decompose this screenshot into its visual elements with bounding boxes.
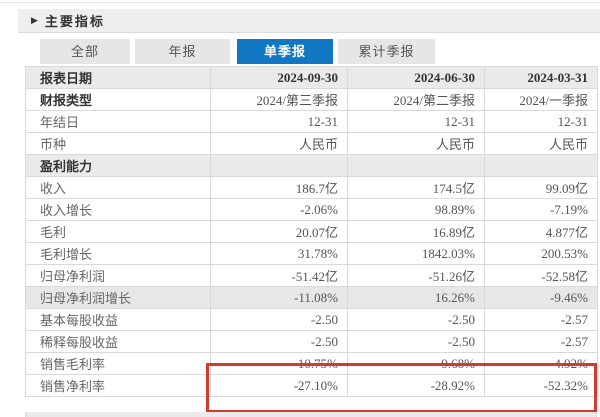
- cell-value: 4.877亿: [484, 220, 598, 243]
- row-label: 收入增长: [25, 198, 211, 221]
- cell-value: -2.50: [210, 330, 348, 353]
- cell-value: -2.50: [210, 308, 348, 331]
- cell-value: 31.78%: [210, 242, 348, 265]
- row-label: 销售毛利率: [25, 352, 211, 375]
- row-label: 收入: [25, 176, 211, 199]
- table-row[interactable]: 销售净利率 -27.10% -28.92% -52.32%: [25, 374, 598, 397]
- cell-value: -9.46%: [484, 286, 598, 309]
- cell-value: -2.57: [484, 308, 598, 331]
- table-row[interactable]: 毛利增长 31.78% 1842.03% 200.53%: [25, 242, 598, 265]
- indicators-table-body: 报表日期 2024-09-30 2024-06-30 2024-03-31 财报类型 20…: [25, 66, 598, 397]
- cell-value: 10.75%: [210, 352, 348, 375]
- row-label: 年结日: [25, 110, 211, 133]
- row-label: 归母净利润增长: [25, 286, 211, 309]
- cell-value: 2024-06-30: [347, 66, 485, 89]
- cell-value: -51.42亿: [210, 264, 348, 287]
- cell-value: -11.08%: [210, 286, 348, 309]
- cell-value: 4.92%: [484, 352, 598, 375]
- table-row[interactable]: 收入增长 -2.06% 98.89% -7.19%: [25, 198, 598, 221]
- table-row[interactable]: 归母净利润增长 -11.08% 16.26% -9.46%: [25, 286, 598, 309]
- tab-4[interactable]: 累计季报: [338, 39, 435, 64]
- table-row[interactable]: 盈利能力: [25, 154, 598, 177]
- cell-value: 20.07亿: [210, 220, 348, 243]
- row-label: 财报类型: [25, 88, 211, 111]
- table-row[interactable]: 毛利 20.07亿 16.89亿 4.877亿: [25, 220, 598, 243]
- cell-value: 16.26%: [347, 286, 485, 309]
- row-label: 稀释每股收益: [25, 330, 211, 353]
- cell-value: -52.32%: [484, 374, 598, 397]
- cell-value: 12-31: [484, 110, 598, 133]
- cell-value: -28.92%: [347, 374, 485, 397]
- next-section-row-partial: [25, 412, 597, 417]
- row-label: 毛利增长: [25, 242, 211, 265]
- row-label: 销售净利率: [25, 374, 211, 397]
- cell-value: -52.58亿: [484, 264, 598, 287]
- cell-value: 人民币: [210, 132, 348, 155]
- cell-value: 2024/一季报: [484, 88, 598, 111]
- cell-value: 12-31: [347, 110, 485, 133]
- cell-value: -27.10%: [210, 374, 348, 397]
- cell-value: -51.26亿: [347, 264, 485, 287]
- row-label: 盈利能力: [25, 154, 211, 177]
- row-label: 基本每股收益: [25, 308, 211, 331]
- cell-value: -2.57: [484, 330, 598, 353]
- table-row[interactable]: 基本每股收益 -2.50 -2.50 -2.57: [25, 308, 598, 331]
- top-divider: [0, 2, 600, 3]
- cell-value: 99.09亿: [484, 176, 598, 199]
- cell-value: 2024/第二季报: [347, 88, 485, 111]
- report-type-tabs: 全部 年报 单季报 累计季报: [40, 39, 435, 64]
- cell-value: -2.06%: [210, 198, 348, 221]
- cell-value: 人民币: [347, 132, 485, 155]
- cell-value: -2.50: [347, 308, 485, 331]
- tab-3[interactable]: 单季报: [237, 39, 333, 64]
- cell-value: [347, 154, 485, 177]
- cell-value: -2.50: [347, 330, 485, 353]
- row-label: 报表日期: [25, 66, 211, 89]
- cell-value: 2024-09-30: [210, 66, 348, 89]
- row-label: 毛利: [25, 220, 211, 243]
- cell-value: 12-31: [210, 110, 348, 133]
- indicators-table: 报表日期 2024-09-30 2024-06-30 2024-03-31 财报类型 20…: [25, 66, 598, 397]
- page-title: 主要指标: [44, 14, 105, 29]
- cell-value: 2024/第三季报: [210, 88, 348, 111]
- tab-1[interactable]: 全部: [40, 39, 130, 64]
- table-row[interactable]: 收入 186.7亿 174.5亿 99.09亿: [25, 176, 598, 199]
- tab-2[interactable]: 年报: [135, 39, 230, 64]
- cell-value: 200.53%: [484, 242, 598, 265]
- table-row[interactable]: 财报类型 2024/第三季报 2024/第二季报 2024/一季报: [25, 88, 598, 111]
- row-label: 币种: [25, 132, 211, 155]
- cell-value: 9.68%: [347, 352, 485, 375]
- cell-value: 人民币: [484, 132, 598, 155]
- cell-value: -7.19%: [484, 198, 598, 221]
- cell-value: 16.89亿: [347, 220, 485, 243]
- cell-value: 174.5亿: [347, 176, 485, 199]
- cell-value: 2024-03-31: [484, 66, 598, 89]
- cell-value: 1842.03%: [347, 242, 485, 265]
- table-row[interactable]: 年结日 12-31 12-31 12-31: [25, 110, 598, 133]
- row-label: 归母净利润: [25, 264, 211, 287]
- collapse-arrow-icon: ▶: [31, 15, 38, 25]
- table-row[interactable]: 稀释每股收益 -2.50 -2.50 -2.57: [25, 330, 598, 353]
- cell-value: 98.89%: [347, 198, 485, 221]
- cell-value: [484, 154, 598, 177]
- cell-value: [210, 154, 348, 177]
- table-row[interactable]: 归母净利润 -51.42亿 -51.26亿 -52.58亿: [25, 264, 598, 287]
- table-row[interactable]: 销售毛利率 10.75% 9.68% 4.92%: [25, 352, 598, 375]
- cell-value: 186.7亿: [210, 176, 348, 199]
- section-header[interactable]: ▶ 主要指标: [18, 9, 600, 33]
- table-row[interactable]: 报表日期 2024-09-30 2024-06-30 2024-03-31: [25, 66, 598, 89]
- table-row[interactable]: 币种 人民币 人民币 人民币: [25, 132, 598, 155]
